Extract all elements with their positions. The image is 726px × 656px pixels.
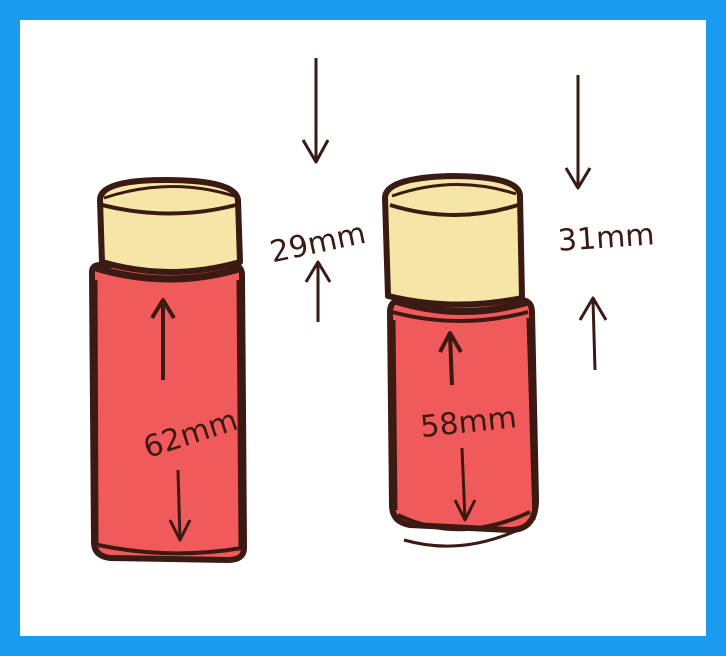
- bottle-left-cap-arrow: [301, 58, 332, 322]
- bottle-left-neck-ring: [95, 264, 244, 283]
- bottle-left: 62mm: [89, 177, 247, 563]
- bottle-right: 58mm: [382, 173, 539, 548]
- bottle-right-cap-label: 31mm: [557, 217, 656, 259]
- bottle-right-cap-arrow: [564, 75, 608, 371]
- bottle-left-body-arrow: [150, 298, 192, 542]
- bottle-left-cap: [97, 177, 243, 275]
- bottle-right-neck-ring: [390, 296, 529, 315]
- bottle-right-cap: [382, 173, 525, 308]
- bottle-right-body-arrow: [438, 331, 477, 522]
